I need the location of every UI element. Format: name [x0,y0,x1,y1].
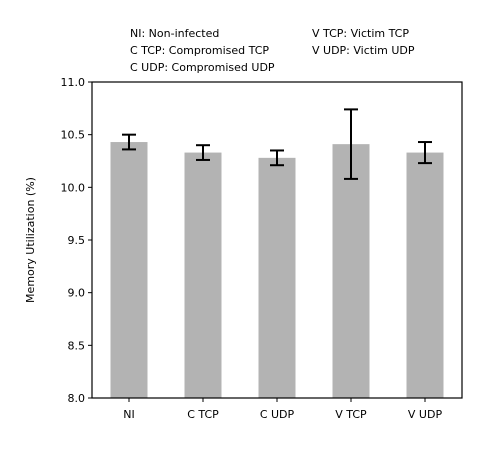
bar-ni [110,142,148,398]
bars-group [110,142,444,398]
y-tick-label-8.0: 8.0 [68,392,86,405]
x-axis: NI C TCP C UDP V TCP V UDP [123,398,442,421]
y-axis: 8.0 8.5 9.0 9.5 10.0 10.5 11.0 [61,76,92,405]
x-tick-label-v-tcp: V TCP [335,408,367,421]
error-bar-v-udp [418,141,432,165]
x-tick-label-v-udp: V UDP [408,408,443,421]
y-tick-label-11.0: 11.0 [61,76,86,89]
legend-right: V TCP: Victim TCP V UDP: Victim UDP [312,25,415,59]
legend-entry-ni: NI: Non-infected [130,27,220,40]
bar-c-udp [258,157,296,398]
legend-entry-c-udp: C UDP: Compromised UDP [130,61,275,74]
error-bars-group [122,108,432,180]
x-tick-label-c-udp: C UDP [260,408,295,421]
y-axis-label: Memory Utilization (%) [24,177,37,303]
bar-v-tcp [332,144,370,398]
legend-left: NI: Non-infected C TCP: Compromised TCP … [130,25,275,76]
legend-entry-v-tcp: V TCP: Victim TCP [312,27,409,40]
error-bar-c-udp [270,149,284,167]
x-tick-label-c-tcp: C TCP [187,408,219,421]
bar-v-udp [406,152,444,398]
error-bar-v-tcp [344,108,358,180]
y-tick-label-8.5: 8.5 [68,339,86,352]
y-tick-label-9.5: 9.5 [68,234,86,247]
y-tick-label-9.0: 9.0 [68,287,86,300]
bar-c-tcp [184,152,222,398]
x-tick-label-ni: NI [123,408,134,421]
error-bar-ni [122,133,136,151]
y-tick-label-10.5: 10.5 [61,129,86,142]
y-tick-label-10.0: 10.0 [61,181,86,194]
legend-entry-c-tcp: C TCP: Compromised TCP [130,44,270,57]
legend-entry-v-udp: V UDP: Victim UDP [312,44,415,57]
error-bar-c-tcp [196,144,210,161]
